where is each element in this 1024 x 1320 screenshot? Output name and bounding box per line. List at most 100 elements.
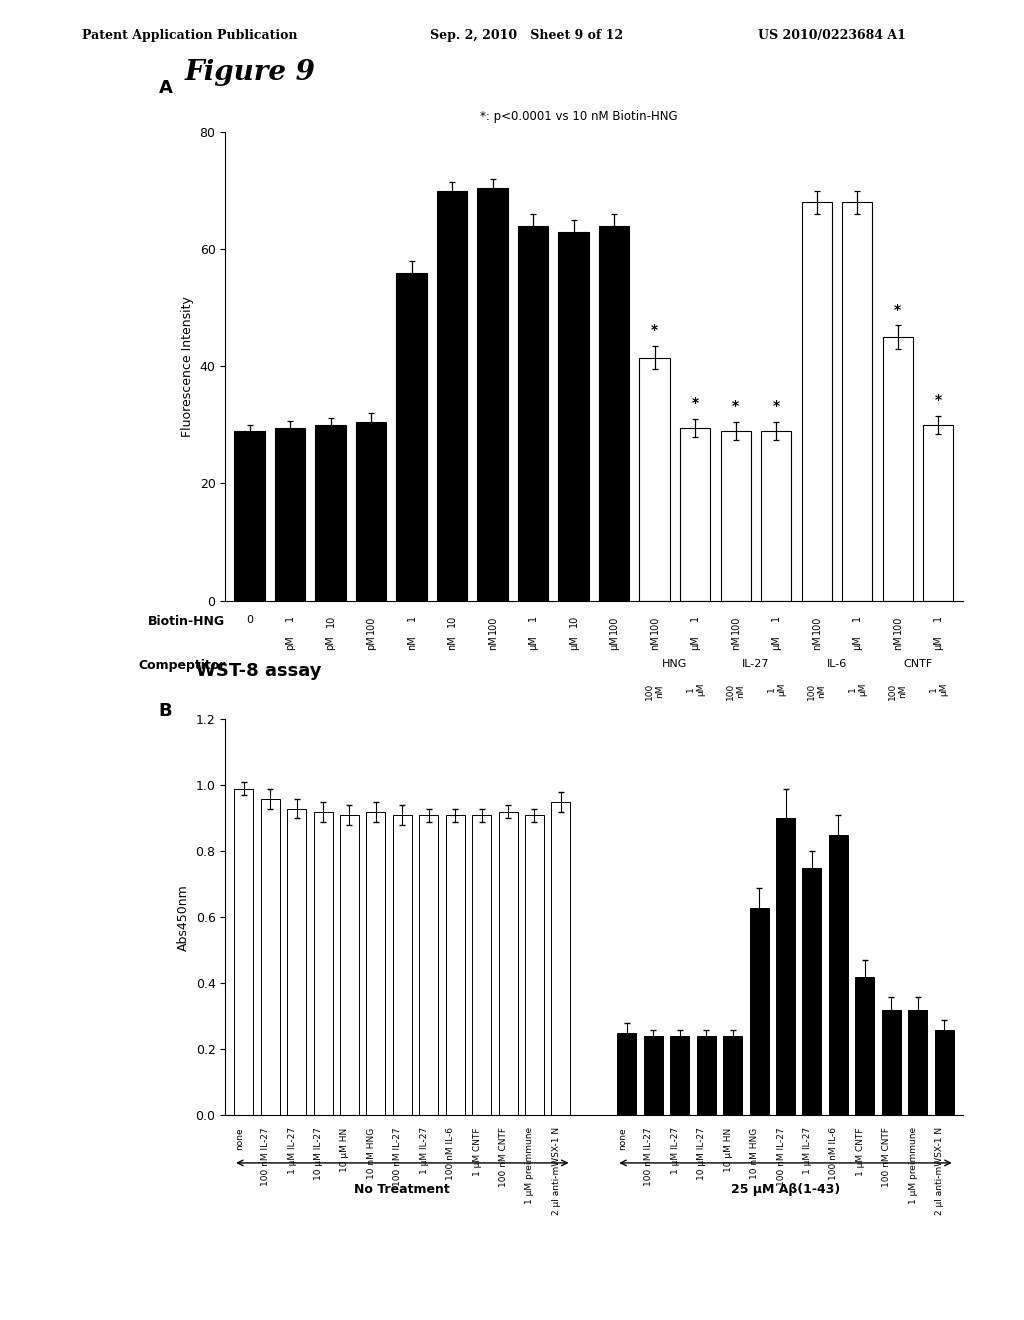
Bar xyxy=(908,1010,927,1115)
Text: 1: 1 xyxy=(933,615,943,622)
Text: nM: nM xyxy=(447,636,457,651)
Bar xyxy=(776,818,795,1115)
Bar xyxy=(313,812,333,1115)
Bar xyxy=(802,202,831,601)
Text: IL-27: IL-27 xyxy=(742,659,770,669)
Bar xyxy=(367,812,385,1115)
Text: 100 nM IL-27: 100 nM IL-27 xyxy=(644,1127,653,1185)
Bar xyxy=(472,814,492,1115)
Bar xyxy=(617,1032,637,1115)
Text: 10: 10 xyxy=(447,615,457,627)
Text: pM: pM xyxy=(285,636,295,651)
Text: μM: μM xyxy=(771,636,781,651)
Y-axis label: Fluorescence Intensity: Fluorescence Intensity xyxy=(181,296,194,437)
Text: Compeptitor: Compeptitor xyxy=(138,659,225,672)
Text: 1
μM: 1 μM xyxy=(848,682,867,696)
Bar xyxy=(287,808,306,1115)
Text: 1
μM: 1 μM xyxy=(767,682,785,696)
Bar xyxy=(935,1030,953,1115)
Bar xyxy=(882,1010,901,1115)
Text: μM: μM xyxy=(690,636,700,651)
Y-axis label: Abs450nm: Abs450nm xyxy=(177,884,190,950)
Bar xyxy=(499,812,517,1115)
Bar xyxy=(828,836,848,1115)
Bar xyxy=(525,814,544,1115)
Text: μM: μM xyxy=(609,636,620,651)
Text: 10 μM HN: 10 μM HN xyxy=(724,1127,732,1172)
Bar xyxy=(518,226,548,601)
Text: 100
nM: 100 nM xyxy=(888,682,907,700)
Bar xyxy=(340,814,359,1115)
Bar xyxy=(640,358,670,601)
Text: 1 μM IL-27: 1 μM IL-27 xyxy=(420,1127,429,1175)
Text: IL-6: IL-6 xyxy=(826,659,847,669)
Text: 100 nM IL-6: 100 nM IL-6 xyxy=(829,1127,839,1180)
Text: WST-8 assay: WST-8 assay xyxy=(196,661,322,680)
Bar xyxy=(599,226,630,601)
Bar xyxy=(274,428,305,601)
Text: none: none xyxy=(617,1127,627,1150)
Bar xyxy=(356,422,386,601)
Bar xyxy=(883,337,913,601)
Bar xyxy=(419,814,438,1115)
Text: HNG: HNG xyxy=(663,659,688,669)
Text: μM: μM xyxy=(568,636,579,651)
Text: Patent Application Publication: Patent Application Publication xyxy=(82,29,297,42)
Text: 2 μl anti-mWSX-1 N: 2 μl anti-mWSX-1 N xyxy=(552,1127,561,1216)
Text: 1
μM: 1 μM xyxy=(685,682,705,696)
Text: 1: 1 xyxy=(285,615,295,622)
Bar xyxy=(396,272,427,601)
Text: μM: μM xyxy=(852,636,862,651)
Text: 2 μl anti-mWSX-1 N: 2 μl anti-mWSX-1 N xyxy=(935,1127,944,1216)
Text: 100: 100 xyxy=(367,615,376,634)
Text: 100: 100 xyxy=(487,615,498,634)
Text: pM: pM xyxy=(326,636,336,651)
Bar xyxy=(842,202,872,601)
Bar xyxy=(723,1036,742,1115)
Bar xyxy=(234,430,265,601)
Bar xyxy=(437,190,467,601)
Text: 10: 10 xyxy=(568,615,579,627)
Text: μM: μM xyxy=(933,636,943,651)
Bar xyxy=(680,428,711,601)
Bar xyxy=(445,814,465,1115)
Bar xyxy=(234,789,253,1115)
Text: *: * xyxy=(691,396,698,411)
Text: 1 μM IL-27: 1 μM IL-27 xyxy=(288,1127,297,1175)
Text: 1 μM IL-27: 1 μM IL-27 xyxy=(803,1127,812,1175)
Text: 10: 10 xyxy=(326,615,336,627)
Bar xyxy=(923,425,953,601)
Text: 0: 0 xyxy=(246,615,253,626)
Bar xyxy=(393,814,412,1115)
Text: pM: pM xyxy=(367,636,376,651)
Text: none: none xyxy=(234,1127,244,1150)
Bar xyxy=(855,977,874,1115)
Text: 1: 1 xyxy=(407,615,417,622)
Text: 1 μM IL-27: 1 μM IL-27 xyxy=(671,1127,680,1175)
Text: *: * xyxy=(651,323,658,337)
Text: Biotin-HNG: Biotin-HNG xyxy=(148,615,225,628)
Text: *: * xyxy=(935,393,942,408)
Bar xyxy=(315,425,346,601)
Text: nM: nM xyxy=(731,636,740,651)
Text: 1 μM CNTF: 1 μM CNTF xyxy=(473,1127,481,1176)
Text: 100 nM IL-27: 100 nM IL-27 xyxy=(776,1127,785,1185)
Text: μM: μM xyxy=(528,636,539,651)
Text: A: A xyxy=(159,79,173,98)
Text: 1: 1 xyxy=(528,615,539,622)
Text: 100: 100 xyxy=(731,615,740,634)
Text: nM: nM xyxy=(812,636,821,651)
Text: nM: nM xyxy=(649,636,659,651)
Text: 100
nM: 100 nM xyxy=(726,682,745,700)
Bar xyxy=(261,799,280,1115)
Text: 1 μM preimmune: 1 μM preimmune xyxy=(908,1127,918,1204)
Bar xyxy=(477,187,508,601)
Text: CNTF: CNTF xyxy=(903,659,933,669)
Bar xyxy=(750,908,769,1115)
Text: 100: 100 xyxy=(893,615,903,634)
Text: 100 nM CNTF: 100 nM CNTF xyxy=(883,1127,891,1187)
Text: *: * xyxy=(732,399,739,413)
Text: 10 μM IL-27: 10 μM IL-27 xyxy=(314,1127,323,1180)
Text: 10 nM HNG: 10 nM HNG xyxy=(367,1127,376,1179)
Text: 100: 100 xyxy=(812,615,821,634)
